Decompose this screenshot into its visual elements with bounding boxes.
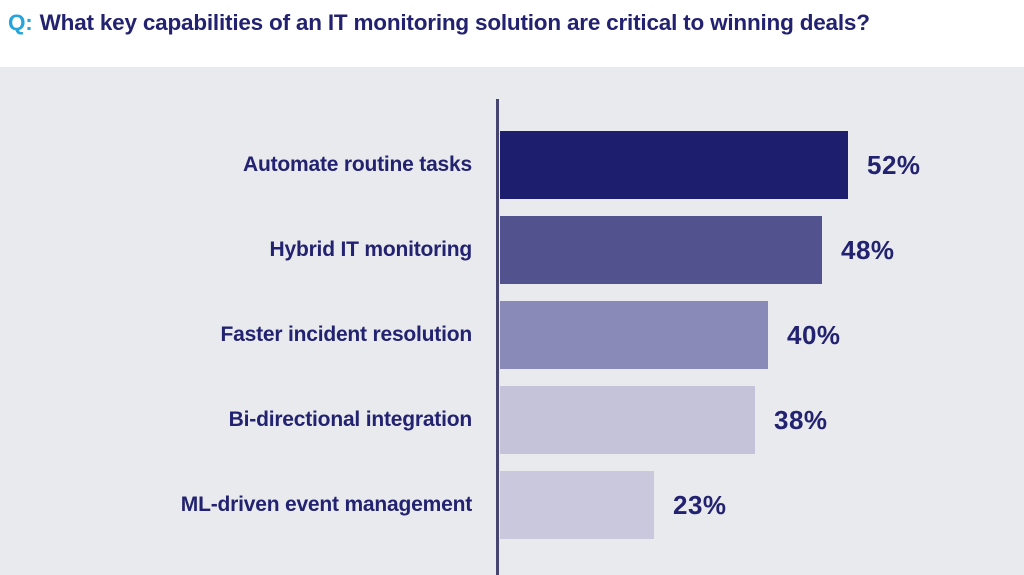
question-text: What key capabilities of an IT monitorin…	[39, 10, 870, 35]
category-label: Faster incident resolution	[220, 323, 472, 346]
question-prefix: Q:	[8, 10, 33, 35]
bar-chart: Automate routine tasks 52% Hybrid IT monit…	[0, 67, 1024, 575]
y-axis-line	[496, 99, 499, 575]
bar-row: Automate routine tasks 52%	[0, 131, 1024, 199]
bar-row: Faster incident resolution 40%	[0, 301, 1024, 369]
bar-row: ML-driven event management 23%	[0, 471, 1024, 539]
bar	[500, 216, 822, 284]
bar-row: Hybrid IT monitoring 48%	[0, 216, 1024, 284]
value-label: 52%	[867, 149, 921, 180]
bar	[500, 131, 848, 199]
page-title: Q: What key capabilities of an IT monitor…	[8, 9, 1016, 37]
bar	[500, 301, 768, 369]
bar-rows: Automate routine tasks 52% Hybrid IT monit…	[0, 131, 1024, 556]
value-label: 38%	[774, 404, 828, 435]
category-label: Bi-directional integration	[228, 408, 473, 431]
category-label: Hybrid IT monitoring	[269, 238, 473, 261]
question-title-bar: Q: What key capabilities of an IT monitor…	[0, 0, 1024, 67]
category-label: ML-driven event management	[180, 493, 472, 516]
bar	[500, 471, 654, 539]
value-label: 40%	[787, 319, 841, 350]
value-label: 48%	[841, 234, 895, 265]
category-label: Automate routine tasks	[243, 153, 472, 176]
bar	[500, 386, 755, 454]
bar-row: Bi-directional integration 38%	[0, 386, 1024, 454]
value-label: 23%	[673, 489, 727, 520]
